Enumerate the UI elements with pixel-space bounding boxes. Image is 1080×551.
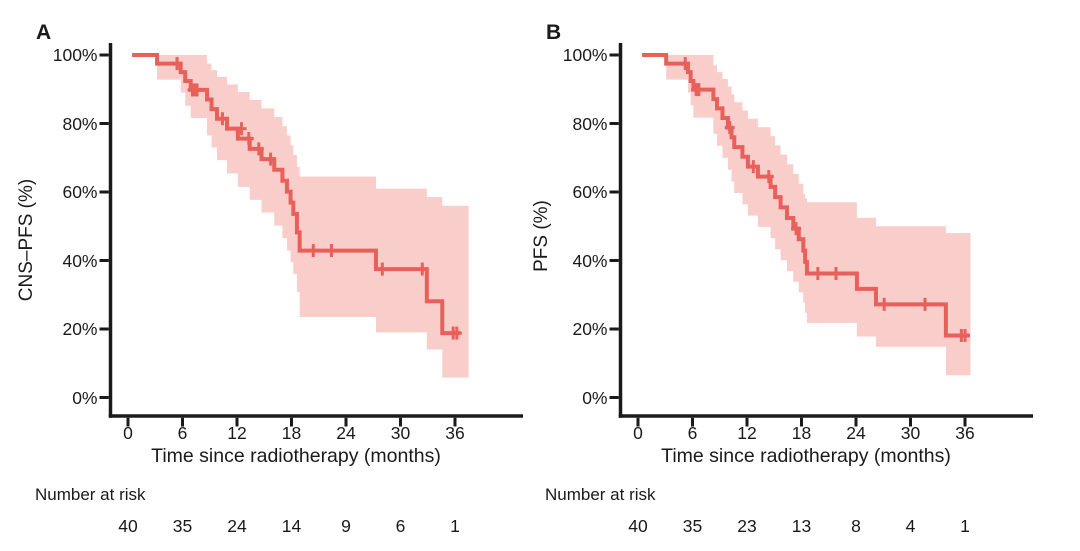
y-tick-label-b: 20% <box>572 319 608 339</box>
risk-count-b: 4 <box>905 516 916 536</box>
y-tick-label-a: 100% <box>52 45 98 65</box>
risk-count-a: 24 <box>227 516 247 536</box>
confidence-band-a <box>157 55 469 378</box>
x-tick-label-b: 6 <box>687 423 698 443</box>
risk-count-a: 14 <box>281 516 302 536</box>
risk-count-b: 13 <box>791 516 812 536</box>
risk-count-b: 35 <box>682 516 703 536</box>
risk-count-b: 40 <box>628 516 648 536</box>
risk-count-a: 40 <box>118 516 138 536</box>
y-tick-label-a: 20% <box>62 319 98 339</box>
y-tick-label-a: 60% <box>62 182 98 202</box>
risk-count-a: 35 <box>172 516 193 536</box>
x-axis-title-a: Time since radiotherapy (months) <box>151 445 441 467</box>
confidence-band-b <box>666 55 971 376</box>
y-tick-label-a: 80% <box>62 113 98 134</box>
risk-count-b: 23 <box>737 516 757 536</box>
x-tick-label-b: 30 <box>900 423 921 443</box>
y-tick-label-b: 80% <box>572 113 608 134</box>
x-tick-label-a: 36 <box>445 423 465 443</box>
x-tick-label-a: 30 <box>390 423 411 443</box>
x-tick-label-b: 18 <box>791 423 812 443</box>
x-tick-label-a: 6 <box>177 423 188 443</box>
y-tick-label-a: 40% <box>62 250 98 271</box>
risk-count-b: 1 <box>960 516 970 536</box>
risk-count-a: 1 <box>450 516 460 536</box>
x-tick-label-b: 0 <box>633 423 643 443</box>
y-tick-label-b: 60% <box>572 182 608 202</box>
number-at-risk-header-a: Number at risk <box>35 485 146 504</box>
x-tick-label-b: 36 <box>955 423 975 443</box>
x-tick-label-b: 12 <box>737 423 757 443</box>
survival-curve-a <box>132 53 461 336</box>
y-tick-label-b: 0% <box>582 387 608 408</box>
risk-count-a: 6 <box>395 516 406 536</box>
risk-count-b: 8 <box>851 516 861 536</box>
y-tick-label-a: 0% <box>72 387 98 408</box>
x-tick-label-b: 24 <box>846 423 866 443</box>
x-tick-label-a: 18 <box>281 423 302 443</box>
x-axis-title-b: Time since radiotherapy (months) <box>661 445 951 467</box>
number-at-risk-header-b: Number at risk <box>545 485 656 504</box>
risk-count-a: 9 <box>341 516 351 536</box>
y-tick-label-b: 100% <box>562 45 608 65</box>
x-tick-label-a: 24 <box>336 423 356 443</box>
panel-letter-b: B <box>546 21 562 44</box>
x-tick-label-a: 0 <box>123 423 133 443</box>
x-tick-label-a: 12 <box>227 423 247 443</box>
panel-letter-a: A <box>36 21 52 44</box>
y-axis-title-a: CNS–PFS (%) <box>16 178 37 302</box>
y-tick-label-b: 40% <box>572 250 608 271</box>
